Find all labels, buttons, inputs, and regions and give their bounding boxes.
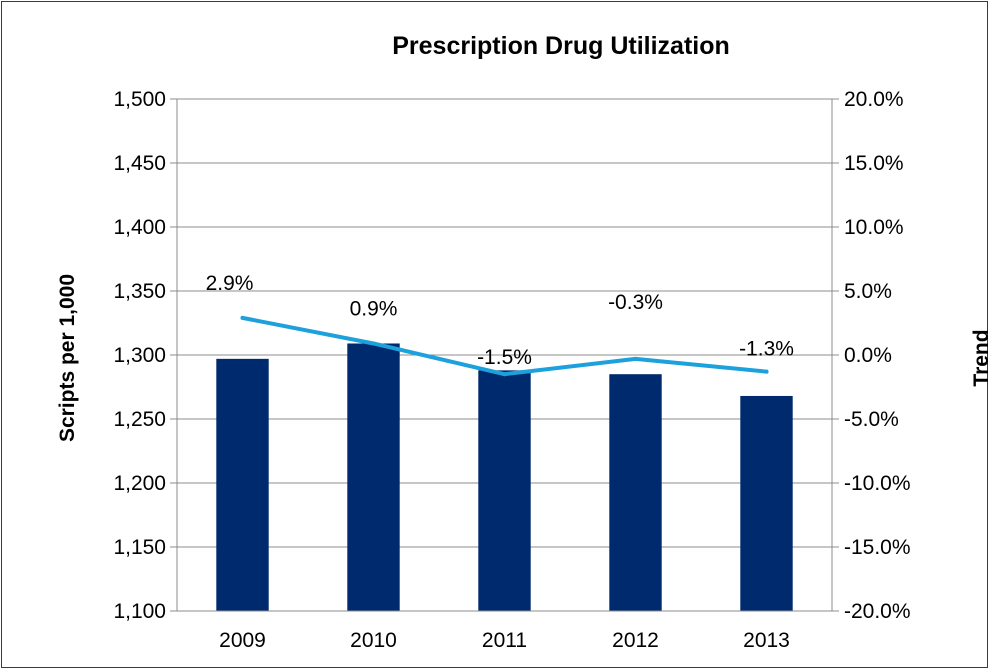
- y-tick-label: 1,400: [113, 216, 166, 239]
- y-tick-label: 1,350: [113, 280, 166, 303]
- x-tick-label: 2013: [743, 629, 790, 652]
- bar: [216, 358, 269, 611]
- trend-data-label: -1.5%: [477, 346, 532, 369]
- x-tick-label: 2010: [350, 629, 397, 652]
- y-tick-label: 1,500: [113, 88, 166, 111]
- trend-data-label: 0.9%: [350, 297, 398, 320]
- y-tick-label: 1,300: [113, 344, 166, 367]
- y2-tick-label: -20.0%: [844, 600, 911, 623]
- trend-data-label: 2.9%: [206, 272, 254, 295]
- y2-tick-label: 20.0%: [844, 88, 904, 111]
- gridlines: [177, 98, 832, 612]
- y2-tick-label: 5.0%: [844, 280, 892, 303]
- y2-tick-label: 10.0%: [844, 216, 904, 239]
- y2-axis-title: Trend: [970, 329, 991, 386]
- axes: 1,100 -20.0% 1,150 -15.0% 1,200 -10.0% 1,250 -5…: [113, 88, 910, 652]
- trend-point: [764, 369, 769, 374]
- trend-point: [240, 315, 245, 320]
- trend-point: [502, 372, 507, 377]
- y2-tick-label: 15.0%: [844, 152, 904, 175]
- y-tick-label: 1,150: [113, 536, 166, 559]
- trend-point: [633, 356, 638, 361]
- y2-tick-label: -15.0%: [844, 536, 911, 559]
- trend-line-series: 2.9% 0.9% -1.5% -0.3% -1.3%: [206, 272, 794, 377]
- bar: [478, 370, 531, 611]
- chart-title: Prescription Drug Utilization: [392, 32, 730, 60]
- trend-point: [371, 341, 376, 346]
- y-tick-label: 1,250: [113, 408, 166, 431]
- bar: [740, 395, 793, 611]
- y-tick-label: 1,450: [113, 152, 166, 175]
- y-tick-label: 1,200: [113, 472, 166, 495]
- y-axis-title: Scripts per 1,000: [56, 274, 79, 442]
- y2-tick-label: -10.0%: [844, 472, 911, 495]
- x-tick-label: 2009: [219, 629, 266, 652]
- bar-series: [216, 343, 793, 611]
- x-tick-label: 2011: [482, 629, 527, 652]
- trend-data-label: -0.3%: [608, 291, 663, 314]
- x-tick-label: 2012: [612, 629, 659, 652]
- bar: [609, 374, 662, 611]
- y2-tick-label: -5.0%: [844, 408, 899, 431]
- y2-tick-label: 0.0%: [844, 344, 892, 367]
- trend-data-label: -1.3%: [739, 338, 794, 361]
- y-tick-label: 1,100: [113, 600, 166, 623]
- bar: [347, 343, 400, 611]
